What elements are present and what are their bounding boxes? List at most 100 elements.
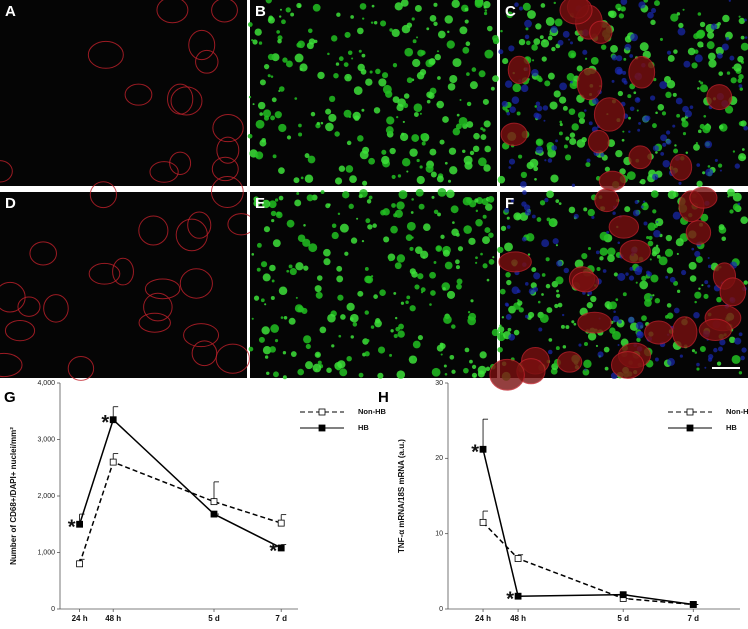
nucleus [629, 106, 635, 112]
cell [678, 22, 684, 29]
cell [452, 221, 455, 224]
cell [738, 371, 743, 375]
nucleus [613, 310, 616, 314]
cell [386, 116, 395, 125]
cell [451, 369, 456, 374]
cell [604, 166, 610, 172]
nucleus [734, 337, 742, 345]
nucleus [559, 82, 567, 91]
cell [400, 301, 405, 305]
nucleus [622, 70, 627, 75]
nucleus [740, 355, 745, 361]
cell [429, 271, 437, 279]
fiber [156, 0, 189, 24]
cell [451, 324, 456, 329]
cell [492, 34, 499, 42]
cell [609, 10, 617, 19]
cell [295, 296, 298, 299]
cell [703, 293, 709, 300]
cell [576, 65, 583, 72]
cell [546, 217, 551, 222]
cell [344, 31, 351, 38]
nucleus [696, 362, 700, 367]
cell [394, 2, 403, 11]
x-tick-label: 48 h [105, 614, 121, 623]
nucleus [634, 199, 639, 205]
cell [617, 90, 624, 97]
cell [665, 234, 673, 242]
cell [377, 346, 386, 354]
cell [623, 57, 627, 61]
y-tick-label: 30 [435, 380, 443, 387]
cell [661, 111, 667, 116]
cell [444, 261, 453, 270]
cell [306, 194, 314, 202]
nucleus [694, 250, 701, 258]
cell [507, 327, 512, 332]
cell [294, 199, 302, 207]
cell [700, 213, 709, 222]
cell [393, 291, 397, 295]
cell [294, 97, 298, 100]
cell [699, 84, 708, 93]
nucleus [638, 1, 646, 9]
cell [264, 303, 267, 306]
cell [650, 274, 659, 283]
cell [547, 72, 555, 80]
cell [447, 30, 450, 34]
cell [577, 111, 586, 119]
cell [271, 279, 275, 283]
fiber [559, 0, 593, 25]
cell [615, 149, 623, 158]
cell [737, 55, 744, 63]
cell [420, 250, 429, 259]
annotation: * [68, 517, 76, 539]
cell [740, 120, 747, 127]
nucleus [738, 332, 743, 337]
cell [373, 294, 378, 299]
cell [612, 331, 621, 340]
nucleus [535, 113, 542, 120]
cell [368, 195, 373, 200]
cell [436, 175, 444, 183]
cell [643, 0, 649, 3]
cell [480, 134, 487, 140]
nucleus [649, 296, 653, 299]
cell [358, 194, 363, 199]
cell [323, 258, 331, 266]
fiber [191, 340, 218, 367]
cell [431, 367, 441, 377]
fiber [138, 215, 169, 246]
cell [673, 49, 678, 54]
cell [545, 283, 551, 289]
nucleus [737, 202, 741, 206]
cell [394, 262, 402, 270]
cell [410, 211, 414, 214]
cell [334, 177, 343, 185]
nucleus [652, 173, 659, 181]
cell [263, 64, 270, 70]
cell [694, 300, 697, 304]
legend-label: HB [726, 423, 737, 432]
cell [259, 112, 263, 116]
panel-label: E [255, 195, 265, 212]
y-tick-label: 20 [435, 455, 443, 462]
cell [526, 233, 535, 242]
cell [278, 286, 288, 296]
cell [674, 144, 677, 147]
nucleus [557, 39, 564, 46]
cell [294, 53, 304, 63]
cell [708, 59, 717, 68]
nucleus [679, 354, 683, 358]
nucleus [611, 54, 618, 61]
cell [739, 155, 744, 159]
cell [397, 330, 405, 338]
marker [109, 458, 117, 466]
cell [607, 254, 615, 263]
nucleus [625, 272, 629, 276]
y-tick-label: 1,000 [37, 549, 55, 556]
series-line [482, 449, 694, 606]
cell [356, 217, 359, 220]
cell [469, 81, 478, 90]
cell [262, 273, 271, 282]
